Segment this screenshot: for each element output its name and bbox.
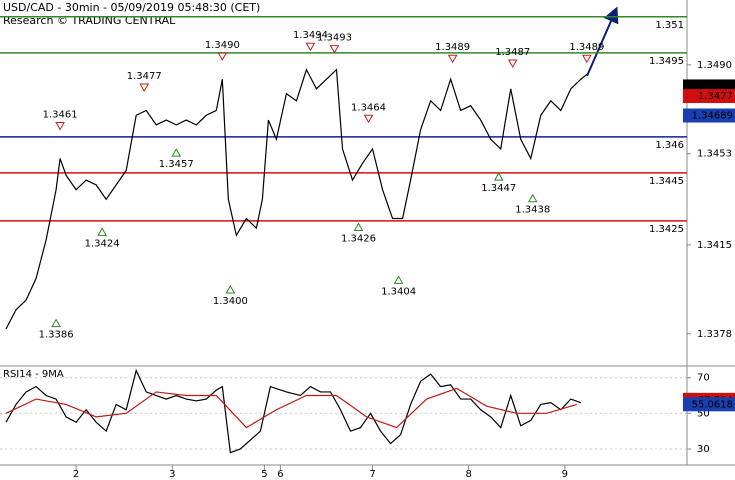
level-label: 1.346 xyxy=(655,140,684,151)
swing-high-marker xyxy=(447,54,458,64)
swing-low-marker xyxy=(527,193,538,203)
swing-label: 1.3438 xyxy=(515,205,550,216)
y-tick-label: 1.3490 xyxy=(697,60,732,71)
y-tick-label: 1.3415 xyxy=(697,240,732,251)
swing-label: 1.3424 xyxy=(85,238,120,249)
price-tag xyxy=(683,89,735,104)
x-tick-label: 7 xyxy=(369,469,375,480)
swing-label: 1.3487 xyxy=(495,47,530,58)
price-tag-label: 55.0618 xyxy=(692,399,733,410)
swing-label: 1.3400 xyxy=(213,296,248,307)
swing-label: 1.3494 xyxy=(293,30,328,41)
series-line xyxy=(5,387,578,429)
price-tag-label: 1.34689 xyxy=(692,111,733,122)
swing-high-marker xyxy=(139,83,150,93)
swing-label: 1.3493 xyxy=(317,33,352,44)
level-label: 1.351 xyxy=(655,20,684,31)
y-tick-label: 30 xyxy=(697,444,710,455)
x-tick-label: 9 xyxy=(562,469,568,480)
swing-label: 1.3447 xyxy=(481,183,516,194)
swing-label: 1.3464 xyxy=(351,102,386,113)
swing-label: 1.3426 xyxy=(341,234,376,245)
level-label: 1.3445 xyxy=(649,176,684,187)
price-tag-label: 1.3477 xyxy=(698,91,733,102)
swing-high-marker xyxy=(363,114,374,124)
x-tick-label: 5 xyxy=(261,469,267,480)
swing-label: 1.3404 xyxy=(381,286,416,297)
price-tag xyxy=(683,397,735,412)
rsi-title: RSI14 - 9MA xyxy=(3,369,64,380)
swing-low-marker xyxy=(393,275,404,284)
swing-low-marker xyxy=(171,148,182,157)
swing-low-marker xyxy=(493,172,504,181)
swing-high-marker xyxy=(55,121,65,131)
series-line xyxy=(5,68,588,330)
price-tag-label: 1.3481 xyxy=(698,81,733,92)
y-tick-label: 70 xyxy=(697,373,710,384)
forecast-arrow xyxy=(586,6,619,77)
y-tick-label: 1.3453 xyxy=(697,149,732,160)
x-tick-label: 2 xyxy=(73,469,79,480)
y-tick-label: 50 xyxy=(697,408,710,419)
swing-high-marker xyxy=(507,59,518,69)
level-label: 1.3425 xyxy=(649,224,684,235)
x-tick-label: 6 xyxy=(277,469,283,480)
swing-label: 1.3461 xyxy=(43,109,78,120)
swing-high-marker xyxy=(305,42,316,52)
x-tick-label: 3 xyxy=(169,469,175,480)
swing-low-marker xyxy=(225,284,236,294)
price-tag xyxy=(683,108,735,123)
swing-high-marker xyxy=(329,45,340,54)
swing-label: 1.3477 xyxy=(127,71,162,82)
swing-low-marker xyxy=(51,318,61,328)
swing-label: 1.3457 xyxy=(159,159,194,170)
y-tick-label: 1.3378 xyxy=(697,329,732,340)
swing-label: 1.3489 xyxy=(435,42,470,53)
swing-high-marker xyxy=(581,54,592,64)
chart-subtitle: Research © TRADING CENTRAL xyxy=(3,14,176,27)
chart-title: USD/CAD - 30min - 05/09/2019 05:48:30 (C… xyxy=(3,1,260,14)
swing-label: 1.3489 xyxy=(569,42,604,53)
x-tick-label: 8 xyxy=(465,469,471,480)
swing-low-marker xyxy=(97,227,108,236)
swing-low-marker xyxy=(353,222,364,232)
swing-label: 1.3490 xyxy=(205,40,240,51)
swing-label: 1.3386 xyxy=(39,330,74,341)
series-line xyxy=(5,368,582,454)
level-label: 1.3495 xyxy=(649,56,684,67)
swing-high-marker xyxy=(217,52,228,61)
